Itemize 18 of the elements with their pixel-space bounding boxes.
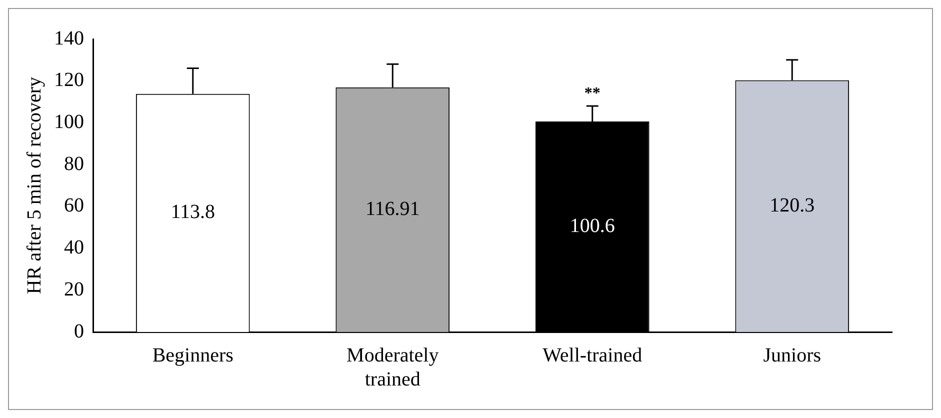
y-tick-label: 20 [64,278,84,300]
y-axis-title: HR after 5 min of recovery [23,76,46,294]
x-tick-label: Well-trained [542,344,642,366]
data-label: 100.6 [570,214,615,237]
y-tick-label: 100 [54,110,84,133]
y-tick-label: 40 [64,236,84,259]
x-tick-label: Moderately trained [346,344,439,390]
y-tick-label: 120 [54,69,84,92]
data-label: 113.8 [170,201,216,224]
annotation: ** [584,85,600,102]
y-tick-label: 0 [74,320,84,342]
y-tick-label: 60 [64,194,84,217]
y-tick-label: 80 [64,152,84,175]
data-label: 120.3 [770,194,815,216]
x-tick-label: Beginners [152,344,234,366]
x-tick-label: Juniors [763,344,822,366]
data-label: 116.91 [365,198,420,220]
y-tick-label: 140 [54,27,84,50]
